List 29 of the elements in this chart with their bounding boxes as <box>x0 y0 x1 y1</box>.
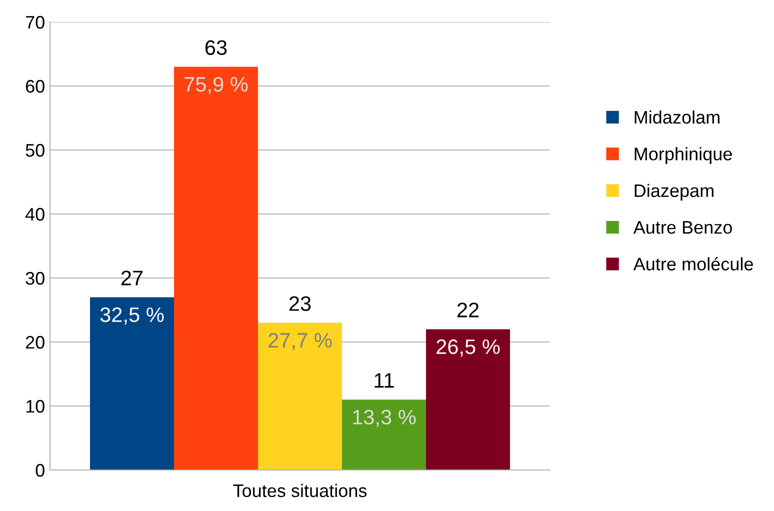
bar <box>90 297 174 470</box>
annotation: 27,7 % <box>268 332 332 350</box>
legend-label: Autre molécule <box>633 256 753 270</box>
y-tick-label: 20 <box>26 336 44 349</box>
y-tick-label: 70 <box>26 16 44 29</box>
y-tick-label: 40 <box>25 208 44 221</box>
legend-label: Morphinique <box>634 147 732 164</box>
bar <box>258 322 342 470</box>
data-label: 23 <box>289 296 311 311</box>
bar <box>426 329 510 470</box>
legend-label: Midazolam <box>634 110 720 124</box>
y-tick-label: 0 <box>36 464 44 477</box>
y-tick-label: 10 <box>26 400 44 413</box>
y-tick-label: 60 <box>26 80 44 93</box>
annotation: 75,9 % <box>184 76 248 94</box>
bar <box>342 400 426 470</box>
data-label: 63 <box>205 40 227 55</box>
y-tick-label: 50 <box>26 144 44 157</box>
data-label: 11 <box>374 373 394 388</box>
data-label: 22 <box>457 302 479 318</box>
bar <box>174 66 258 470</box>
data-label: 27 <box>121 270 143 286</box>
legend-label: Diazepam <box>634 184 714 201</box>
annotation: 26,5 % <box>436 339 500 357</box>
annotation: 32,5 % <box>100 307 164 325</box>
y-tick-label: 30 <box>26 272 44 285</box>
annotation: 13,3 % <box>353 410 416 427</box>
legend-label: Autre Benzo <box>633 221 732 234</box>
x-tick-label: Toutes situations <box>233 484 367 498</box>
